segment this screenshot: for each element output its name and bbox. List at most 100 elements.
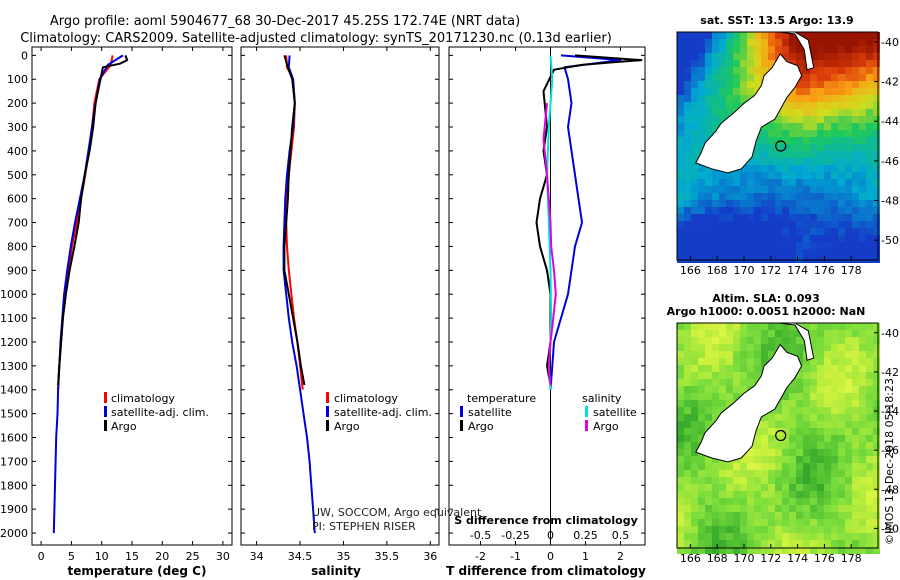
map-cell <box>768 60 775 67</box>
map-cell <box>733 102 740 109</box>
map-cell <box>789 470 796 477</box>
map-cell <box>712 32 719 39</box>
map-cell <box>838 74 845 81</box>
map-cell <box>698 60 705 67</box>
map-cell <box>824 337 831 344</box>
map-cell <box>705 379 712 386</box>
map-cell <box>733 228 740 235</box>
map-cell <box>768 53 775 60</box>
map-cell <box>852 130 859 137</box>
map-cell <box>852 74 859 81</box>
map-cell <box>761 358 768 365</box>
map-cell <box>698 491 705 498</box>
map-cell <box>712 512 719 519</box>
map-cell <box>684 512 691 519</box>
map-cell <box>712 547 719 554</box>
map-cell <box>866 228 873 235</box>
map-cell <box>782 323 789 330</box>
map-cell <box>831 484 838 491</box>
map-cell <box>824 379 831 386</box>
map-cell <box>838 512 845 519</box>
map-cell <box>810 123 817 130</box>
map-cell <box>810 337 817 344</box>
map-cell <box>873 39 880 46</box>
map-cell <box>838 498 845 505</box>
map-cell <box>677 330 684 337</box>
map-cell <box>831 249 838 256</box>
map-cell <box>831 414 838 421</box>
map-cell <box>677 249 684 256</box>
depth-tick-label: 1700 <box>0 455 28 468</box>
map-cell <box>803 193 810 200</box>
map-cell <box>831 81 838 88</box>
map-cell <box>747 505 754 512</box>
map-cell <box>698 323 705 330</box>
map-cell <box>831 463 838 470</box>
map-cell <box>866 386 873 393</box>
map-cell <box>831 505 838 512</box>
map-cell <box>691 46 698 53</box>
map-cell <box>768 330 775 337</box>
map-cell <box>817 484 824 491</box>
map-cell <box>677 151 684 158</box>
map-cell <box>824 393 831 400</box>
map-cell <box>845 442 852 449</box>
map-cell <box>838 477 845 484</box>
x-tick-label: 10 <box>95 550 109 563</box>
map-cell <box>712 46 719 53</box>
map-cell <box>677 344 684 351</box>
map-cell <box>691 519 698 526</box>
map-cell <box>761 351 768 358</box>
map-cell <box>768 526 775 533</box>
map-cell <box>691 109 698 116</box>
map-cell <box>796 491 803 498</box>
map-cell <box>733 463 740 470</box>
map-cell <box>782 193 789 200</box>
map-cell <box>782 519 789 526</box>
map-cell <box>726 228 733 235</box>
map-cell <box>677 67 684 74</box>
map-cell <box>866 337 873 344</box>
map-cell <box>782 337 789 344</box>
map-cell <box>691 470 698 477</box>
map-cell <box>873 372 880 379</box>
map-cell <box>838 39 845 46</box>
map-cell <box>677 53 684 60</box>
map-cell <box>691 60 698 67</box>
map-cell <box>691 484 698 491</box>
map-cell <box>782 221 789 228</box>
map-cell <box>817 200 824 207</box>
map-cell <box>845 53 852 60</box>
map-cell <box>796 512 803 519</box>
map-cell <box>768 540 775 547</box>
map-cell <box>803 81 810 88</box>
map-cell <box>712 344 719 351</box>
map-cell <box>831 470 838 477</box>
map-cell <box>775 186 782 193</box>
map-cell <box>838 179 845 186</box>
map-cell <box>740 344 747 351</box>
map-cell <box>866 242 873 249</box>
map-cell <box>775 449 782 456</box>
map-cell <box>845 491 852 498</box>
map-cell <box>775 137 782 144</box>
map-cell <box>852 358 859 365</box>
map-cell <box>775 193 782 200</box>
map-cell <box>796 547 803 554</box>
map-cell <box>782 242 789 249</box>
map-cell <box>733 32 740 39</box>
map-cell <box>810 540 817 547</box>
map-cell <box>789 123 796 130</box>
map-cell <box>817 74 824 81</box>
x-tick-label: -2 <box>475 550 486 563</box>
map-cell <box>740 235 747 242</box>
map-cell <box>845 242 852 249</box>
map-cell <box>803 151 810 158</box>
map-cell <box>747 200 754 207</box>
lat-tick-label: -42 <box>881 366 899 379</box>
map-cell <box>691 242 698 249</box>
map-cell <box>859 228 866 235</box>
map-cell <box>859 67 866 74</box>
x-tick-label: 15 <box>125 550 139 563</box>
map-cell <box>845 484 852 491</box>
